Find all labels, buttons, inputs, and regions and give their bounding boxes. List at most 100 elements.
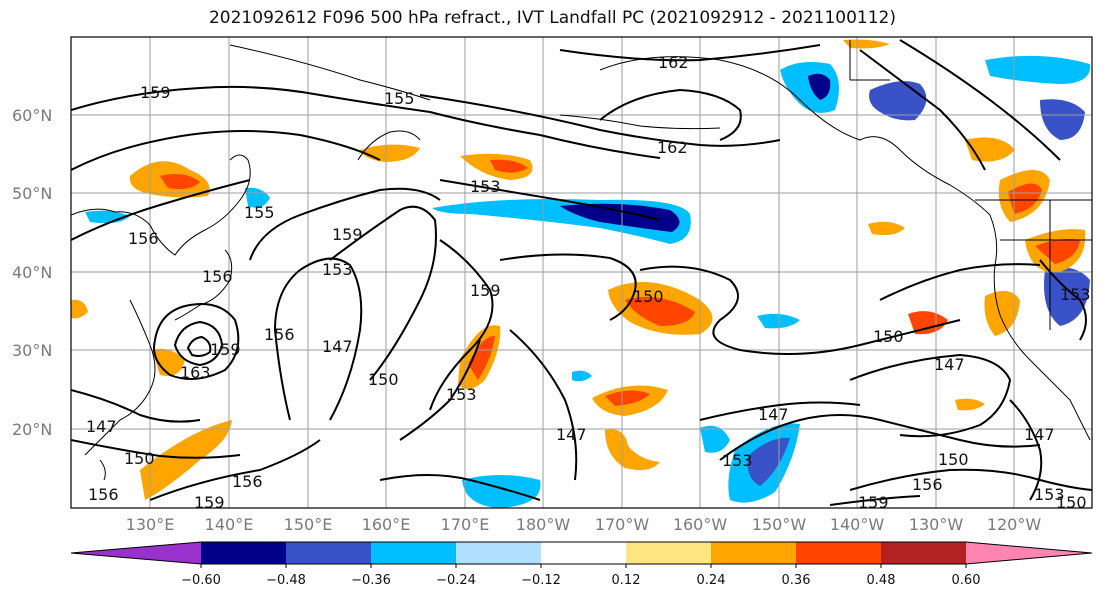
lon-label: 130°W — [909, 515, 964, 534]
pos-anomaly-core — [468, 335, 495, 380]
colorbar-tick-label: −0.48 — [266, 573, 306, 588]
colorbar-tick-label: −0.60 — [181, 573, 221, 588]
contour-label: 147 — [322, 337, 353, 356]
lon-label: 150°W — [752, 515, 807, 534]
contour-label: 155 — [384, 89, 415, 108]
contour-label: 150 — [938, 450, 969, 469]
pos-anomaly-patch — [152, 348, 185, 376]
coastline-japan — [174, 249, 233, 321]
contour-150-right — [639, 265, 961, 355]
contour-159-right — [829, 495, 921, 506]
contour-159-northeast — [899, 39, 1061, 161]
contour-156-left — [149, 439, 321, 501]
contour-147-right — [849, 353, 1012, 438]
pos-anomaly-core — [1008, 183, 1042, 214]
contour-150-center — [249, 187, 441, 261]
contour-labels: 159 155 162 162 153 156 159 153 159 150 … — [86, 53, 1091, 512]
colorbar: −0.60 −0.48 −0.36 −0.24 −0.12 0.12 0.24 … — [70, 541, 1093, 588]
lat-label: 40°N — [12, 263, 52, 282]
contour-label: 147 — [86, 417, 117, 436]
pos-anomaly-patch — [843, 39, 890, 49]
lat-label: 60°N — [12, 106, 52, 125]
neg-anomaly-core — [808, 73, 831, 100]
contour-label: 150 — [368, 370, 399, 389]
lat-label: 20°N — [12, 420, 52, 439]
contour-label: 155 — [244, 203, 275, 222]
contour-162 — [419, 94, 781, 147]
contour-147-mid — [509, 329, 578, 481]
contour-label: 153 — [446, 385, 477, 404]
lat-label: 50°N — [12, 184, 52, 203]
contour-label: 162 — [658, 53, 689, 72]
coastline-korea-china — [84, 299, 156, 456]
colorbar-box — [881, 542, 966, 564]
colorbar-ticks — [200, 564, 967, 568]
contour-label: 159 — [140, 83, 171, 102]
height-contours — [71, 39, 1092, 506]
colorbar-extend-right — [966, 542, 1092, 564]
contour-label: 156 — [264, 325, 295, 344]
neg-anomaly-patch — [985, 55, 1091, 84]
coastlines — [71, 40, 1092, 481]
pos-anomaly-patch — [908, 311, 948, 335]
colorbar-tick-label: 0.12 — [612, 573, 641, 588]
colorbar-tick-label: −0.36 — [351, 573, 391, 588]
contour-label: 156 — [128, 229, 159, 248]
colorbar-box — [626, 542, 711, 564]
coastline-siberia — [229, 44, 431, 101]
pos-anomaly-core — [490, 159, 528, 173]
contour-153-upper — [71, 179, 251, 241]
border-states — [1000, 200, 1092, 330]
coastline-asia — [71, 154, 251, 256]
colorbar-box — [286, 542, 371, 564]
contour-label: 156 — [232, 472, 263, 491]
lon-label: 150°E — [284, 515, 333, 534]
colorbar-tick-label: 0.24 — [697, 573, 726, 588]
contour-147-lower — [699, 401, 861, 421]
contour-label: 153 — [1060, 285, 1091, 304]
contour-label: 150 — [633, 287, 664, 306]
coastline-aleutians — [559, 114, 721, 130]
neg-anomaly-patch — [700, 425, 730, 453]
neg-anomaly-patch — [85, 210, 130, 224]
contour-label: 162 — [657, 138, 688, 157]
contour-low-3 — [186, 335, 212, 357]
contour-label: 147 — [1024, 425, 1055, 444]
contour-label: 150 — [124, 449, 155, 468]
contour-150-east — [879, 263, 1041, 301]
contour-label: 159 — [858, 493, 889, 512]
lon-label: 120°W — [987, 515, 1042, 534]
coastline-northamerica — [989, 214, 1091, 441]
neg-anomaly-patch — [572, 370, 592, 382]
contour-147-east — [1009, 399, 1043, 501]
colorbar-box — [796, 542, 881, 564]
lon-label: 180°W — [516, 515, 571, 534]
pos-anomaly-core — [605, 390, 650, 406]
contour-153-right — [719, 414, 1041, 461]
neg-anomaly-core — [560, 203, 680, 232]
contour-153-center — [273, 257, 363, 421]
map-title: 2021092612 F096 500 hPa refract., IVT La… — [208, 8, 896, 28]
colorbar-tick-label: −0.24 — [436, 573, 476, 588]
contour-156-northeast — [859, 49, 986, 171]
colorbar-tick-label: −0.12 — [521, 573, 561, 588]
contour-label: 147 — [934, 355, 965, 374]
contour-label: 159 — [194, 493, 225, 512]
colorbar-box — [456, 542, 541, 564]
contour-162-north — [559, 44, 821, 62]
contour-label: 159 — [332, 225, 363, 244]
longitude-labels: 130°E 140°E 150°E 160°E 170°E 180°W 170°… — [126, 515, 1042, 534]
pos-anomaly-patch — [955, 398, 985, 411]
contour-label: 153 — [322, 260, 353, 279]
contour-label: 159 — [210, 340, 241, 359]
lat-label: 30°N — [12, 341, 52, 360]
pos-anomaly-patch — [71, 299, 88, 319]
contour-low-2 — [173, 320, 224, 367]
lon-label: 130°E — [126, 515, 175, 534]
contour-156 — [71, 130, 381, 171]
coastline-kamchatka — [357, 130, 421, 161]
contour-156-lower — [399, 339, 481, 441]
contour-156-right — [849, 468, 1092, 491]
contour-150-lower — [379, 474, 541, 501]
contour-147-left — [71, 389, 201, 423]
